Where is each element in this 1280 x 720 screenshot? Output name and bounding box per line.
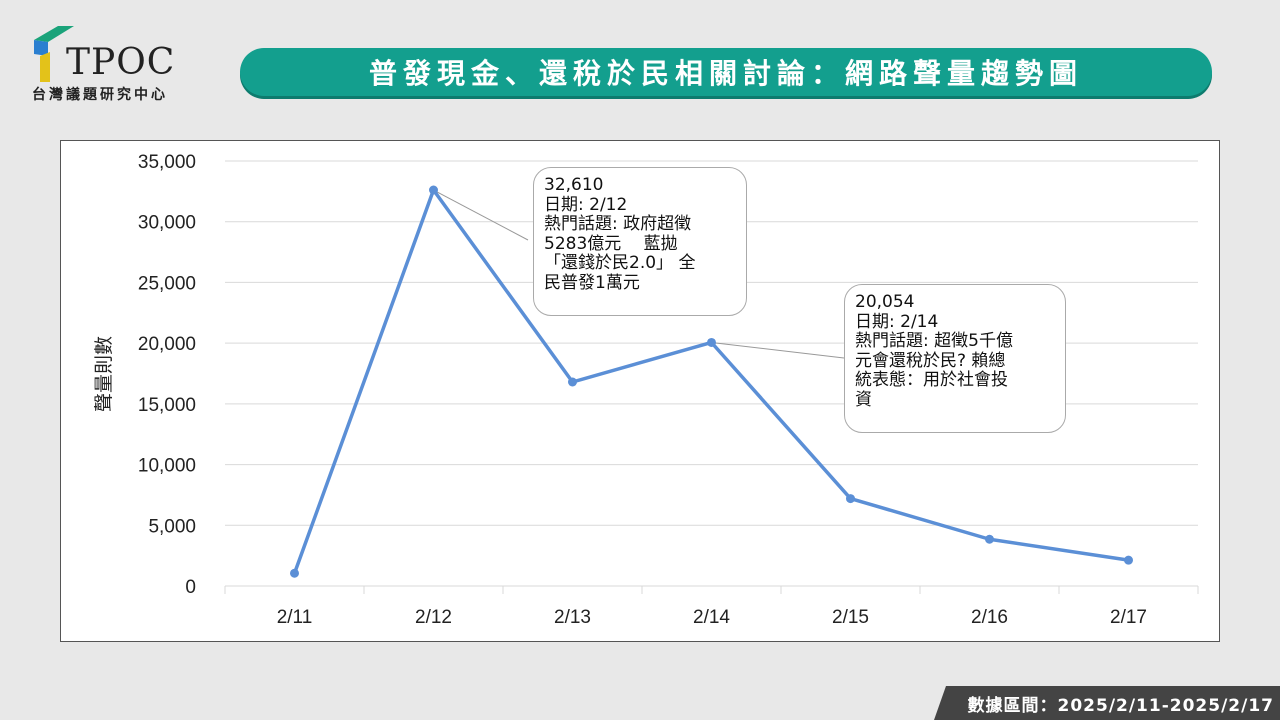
data-point	[1124, 555, 1133, 565]
data-point	[707, 337, 716, 347]
callout-line: 熱門話題: 政府超徵	[544, 214, 692, 234]
y-tick-label: 15,000	[138, 395, 196, 416]
date-range-text: 數據區間：2025/2/11-2025/2/17	[967, 695, 1274, 716]
tpoc-logo: TPOC 台灣議題研究中心	[30, 24, 220, 104]
annotation-leader-line	[433, 189, 529, 241]
callout-second-peak: 20,054 日期: 2/14 熱門話題: 超徵5千億 元會還稅於民? 賴總 統表態：用…	[844, 284, 1066, 433]
y-tick-label: 25,000	[138, 273, 196, 294]
callout-line: 「還錢於民2.0」 全	[544, 253, 696, 273]
callout-line: 日期: 2/12	[544, 194, 628, 215]
page-title: 普發現金、還稅於民相關討論：網路聲量趨勢圖	[368, 57, 1083, 90]
x-tick-label: 2/17	[1110, 607, 1147, 628]
annotation-leader-line	[711, 341, 845, 359]
y-tick-label: 10,000	[138, 456, 196, 477]
x-tick-label: 2/15	[832, 607, 869, 628]
callout-line: 資	[855, 389, 872, 410]
x-tick-label: 2/13	[554, 607, 591, 628]
y-tick-label: 0	[185, 577, 196, 598]
logo-text: TPOC	[66, 42, 176, 83]
callout-line: 5283億元 藍拋	[544, 233, 678, 254]
callout-line: 日期: 2/14	[855, 311, 939, 332]
callout-line: 熱門話題: 超徵5千億	[855, 331, 1013, 351]
date-range-footer: 數據區間：2025/2/11-2025/2/17	[934, 686, 1280, 720]
data-point	[429, 185, 438, 195]
y-axis-label: 聲量則數	[93, 336, 115, 412]
callout-line: 民普發1萬元	[544, 272, 640, 293]
callout-line: 元會還稅於民? 賴總	[855, 350, 1006, 371]
data-point	[568, 377, 577, 387]
callout-line: 32,610	[544, 175, 604, 195]
y-tick-label: 35,000	[138, 152, 196, 173]
x-tick-label: 2/12	[415, 607, 452, 628]
data-point	[290, 568, 299, 578]
data-point	[985, 534, 994, 544]
title-bar: 普發現金、還稅於民相關討論：網路聲量趨勢圖	[240, 48, 1212, 96]
y-tick-label: 30,000	[138, 213, 196, 234]
data-point	[846, 494, 855, 504]
logo-subtitle: 台灣議題研究中心	[32, 87, 168, 103]
x-tick-label: 2/11	[277, 607, 313, 628]
x-tick-label: 2/14	[693, 607, 730, 628]
y-tick-label: 20,000	[138, 334, 196, 355]
callout-line: 20,054	[855, 292, 915, 312]
callout-line: 統表態：用於社會投	[855, 370, 1008, 390]
x-tick-label: 2/16	[971, 607, 1008, 628]
callout-peak: 32,610 日期: 2/12 熱門話題: 政府超徵 5283億元 藍拋 「還錢於民2.…	[533, 167, 747, 316]
logo-mark-icon	[34, 26, 74, 82]
y-tick-label: 5,000	[148, 516, 196, 537]
